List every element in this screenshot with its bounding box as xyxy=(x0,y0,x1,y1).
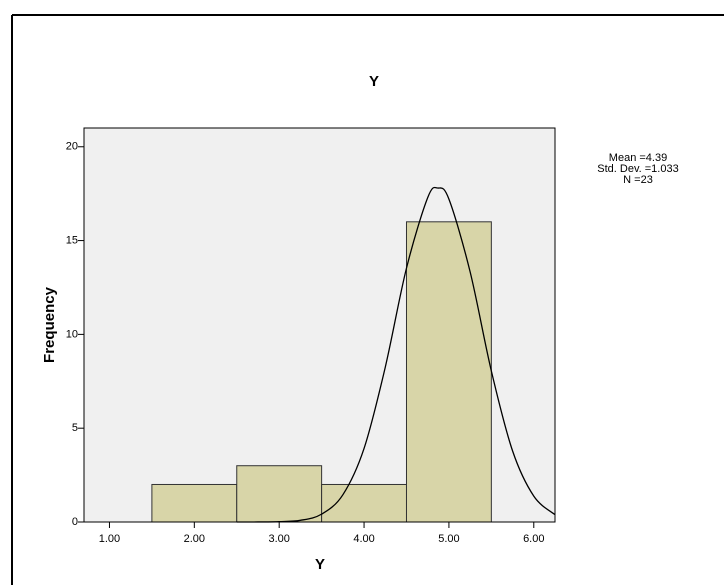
y-tick-label: 10 xyxy=(66,328,78,340)
x-tick-label: 4.00 xyxy=(353,533,374,545)
bar xyxy=(237,466,322,522)
x-axis-label: Y xyxy=(315,556,325,573)
bar xyxy=(322,484,407,522)
y-tick-label: 15 xyxy=(66,234,78,246)
y-tick-label: 5 xyxy=(72,422,78,434)
stat-line: N =23 xyxy=(623,174,653,186)
x-tick-label: 3.00 xyxy=(268,533,289,545)
y-axis-label: Frequency xyxy=(41,286,58,363)
x-tick-label: 1.00 xyxy=(99,533,120,545)
x-tick-label: 5.00 xyxy=(438,533,459,545)
bar xyxy=(152,484,237,522)
x-tick-label: 2.00 xyxy=(184,533,205,545)
y-tick-label: 0 xyxy=(72,516,78,528)
y-tick-label: 20 xyxy=(66,141,78,153)
chart: Y Y Frequency 0 5 10 15 20 1.00 2.00 3.00 4.00 5.… xyxy=(0,0,724,585)
x-tick-label: 6.00 xyxy=(523,533,544,545)
bar xyxy=(406,222,491,522)
chart-title: Y xyxy=(369,73,379,90)
